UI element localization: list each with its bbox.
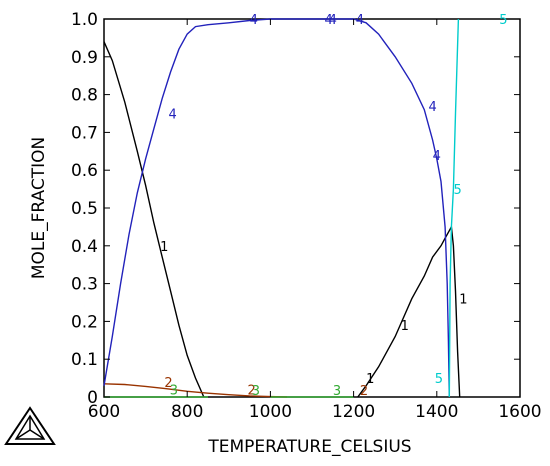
series-label-4: 4 — [324, 13, 332, 28]
series-label-5: 5 — [453, 183, 461, 198]
series-line-1 — [103, 41, 205, 398]
series-label-5: 5 — [435, 372, 443, 387]
series-label-1: 1 — [366, 372, 374, 387]
series-label-2: 2 — [164, 376, 172, 391]
y-tick-label: 0.9 — [71, 48, 98, 68]
series-label-2: 2 — [360, 384, 368, 399]
series-line-2 — [103, 383, 288, 398]
y-tick-label: 0 — [87, 388, 98, 408]
series-label-1: 1 — [160, 240, 168, 255]
x-tick-label: 1400 — [415, 402, 458, 422]
y-axis-title: MOLE_FRACTION — [29, 137, 49, 279]
y-tick-label: 0.5 — [71, 199, 98, 219]
y-tick-label: 0.3 — [71, 275, 98, 295]
series-line-4 — [103, 18, 450, 398]
y-tick-label: 1.0 — [71, 10, 98, 30]
series-label-4: 4 — [433, 149, 441, 164]
series-label-1: 1 — [459, 293, 467, 308]
series-label-3: 3 — [170, 383, 178, 398]
axis-ticks: 600 800 1000 1200 1400 1600 0 0.1 0.2 0.3 0.4 0.5 0.… — [71, 10, 542, 422]
x-tick-label: 1000 — [249, 402, 292, 422]
x-axis-title: TEMPERATURE_CELSIUS — [207, 437, 411, 457]
series-label-3: 3 — [252, 384, 260, 399]
triangle-logo-icon — [4, 406, 56, 445]
plot-area — [103, 18, 521, 398]
series-label-4: 4 — [168, 108, 176, 123]
y-tick-label: 0.8 — [71, 86, 98, 106]
series-label-4: 4 — [250, 13, 258, 28]
series-label-2: 2 — [248, 383, 256, 398]
series-label-1: 1 — [401, 319, 409, 334]
y-tick-label: 0.2 — [71, 312, 98, 332]
series-label-3: 3 — [333, 384, 341, 399]
plot-frame — [103, 18, 521, 398]
y-tick-label: 0.6 — [71, 161, 98, 181]
y-tick-label: 0.4 — [71, 237, 98, 257]
series-label-4: 4 — [356, 13, 364, 28]
series-layer — [103, 18, 461, 398]
y-tick-label: 0.7 — [71, 123, 98, 143]
series-line-5 — [448, 18, 460, 398]
series-label-4: 4 — [428, 100, 436, 115]
series-line-1 — [357, 224, 461, 398]
x-tick-label: 1600 — [498, 402, 541, 422]
y-tick-label: 0.1 — [71, 350, 98, 370]
x-tick-label: 1200 — [332, 402, 375, 422]
series-label-4: 4 — [329, 13, 337, 28]
x-tick-label: 600 — [88, 402, 120, 422]
x-tick-label: 800 — [171, 402, 203, 422]
series-label-5: 5 — [499, 13, 507, 28]
